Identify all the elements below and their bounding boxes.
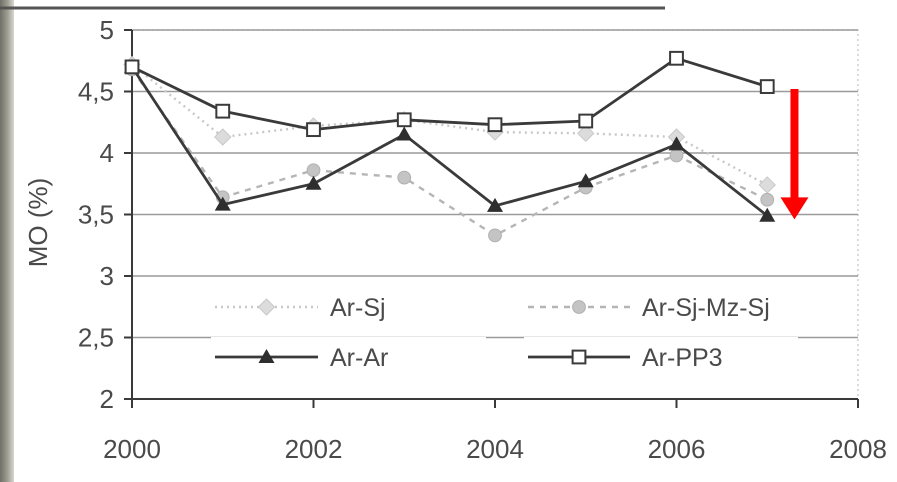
legend-label: Ar-Sj-Mz-Sj [642,294,770,322]
legend-item: Ar-PP3 [524,337,798,377]
data-point [577,124,595,143]
y-tick-label: 2 [100,384,114,414]
legend-item: Ar-Sj-Mz-Sj [524,287,798,327]
legend-swatch-marker [571,349,587,365]
data-point [760,192,775,207]
x-tick-labels: 2000 2002 2004 2006 2008 [103,434,887,464]
legend-swatch-marker [258,349,275,363]
annotations [780,89,809,220]
legend-item: Ar-Sj [211,287,486,327]
series-line [130,66,769,217]
y-tick-labels: 2 2,5 3 3,5 4 4,5 5 [78,15,114,414]
y-tick-label: 4 [100,138,114,168]
data-point [215,103,231,119]
x-tick-label: 2000 [103,434,161,464]
legend-label: Ar-Ar [330,344,388,372]
data-point [669,148,684,163]
legend-label: Ar-PP3 [642,344,723,372]
legend-item: Ar-Ar [211,337,486,377]
series-ar-pp3 [124,50,775,138]
data-point [396,126,413,141]
x-tick-label: 2002 [285,434,343,464]
data-point [396,112,412,128]
data-point [578,113,594,129]
series-line [131,68,768,237]
data-point [759,207,776,222]
data-point [759,79,775,94]
x-tick-label: 2006 [648,434,706,464]
y-tick-label: 3 [100,261,114,291]
red-arrow [780,89,809,220]
y-tick-label: 2,5 [78,323,114,353]
data-point [124,59,140,75]
data-point [577,173,594,188]
legend-item-bg [211,287,486,327]
series-line [131,56,768,132]
y-tick-label: 3,5 [78,200,114,230]
data-point [306,163,321,178]
data-point [487,117,503,133]
data-point [214,196,231,211]
photo-edge [0,0,14,482]
data-point [397,170,412,185]
arrow-head [780,197,809,220]
data-point [487,197,503,212]
data-point [214,128,232,146]
series-group [123,50,776,243]
data-point [669,50,684,66]
y-axis-label: MO (%) [23,178,53,268]
y-tick-label: 4,5 [78,77,114,107]
axes [124,29,859,408]
x-tick-label: 2004 [466,434,524,464]
legend: Ar-Sj Ar-Sj-Mz-Sj Ar-Ar Ar-PP3 [211,287,798,377]
data-point [488,228,502,243]
data-point [668,136,685,151]
data-point [305,175,322,190]
legend-swatch-marker [257,298,276,316]
x-tick-label: 2008 [829,434,887,464]
data-point [306,122,321,138]
y-tick-label: 5 [100,15,114,45]
legend-swatch-marker [572,300,586,314]
legend-label: Ar-Sj [330,294,386,322]
